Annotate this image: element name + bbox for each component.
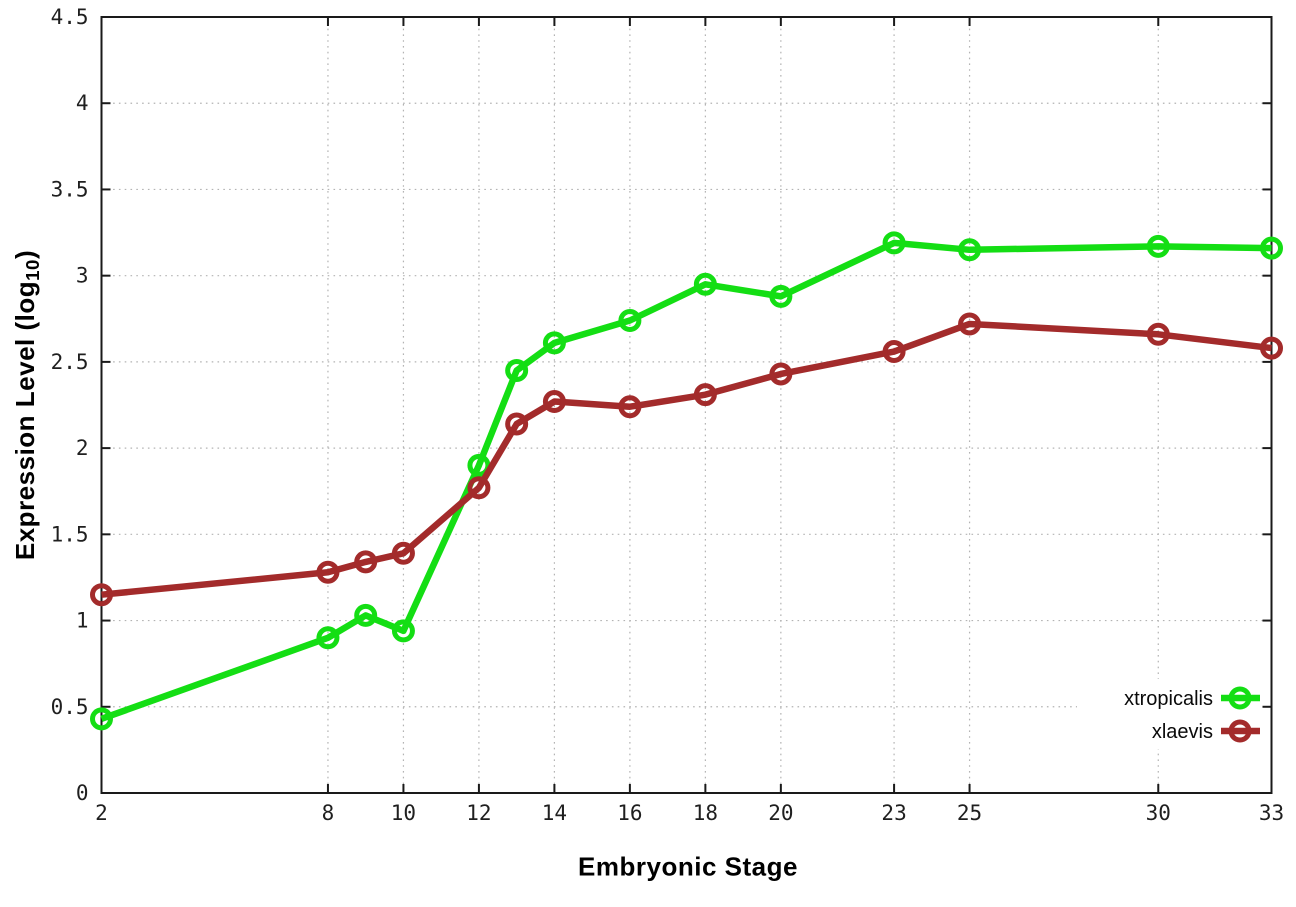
marker-xlaevis xyxy=(1146,322,1170,346)
x-tick-label: 14 xyxy=(542,801,567,825)
series-line-xlaevis xyxy=(101,320,1272,598)
marker-xtropicalis xyxy=(354,603,378,627)
x-tick-label: 16 xyxy=(617,801,642,825)
y-tick-label: 1 xyxy=(76,609,89,633)
y-tick-label: 3.5 xyxy=(51,177,89,201)
marker-xlaevis xyxy=(693,383,717,407)
marker-xlaevis xyxy=(316,560,340,584)
marker-xtropicalis xyxy=(316,626,340,650)
marker-xlaevis xyxy=(354,550,378,574)
marker-xlaevis xyxy=(882,340,906,364)
marker-xtropicalis xyxy=(542,331,566,355)
marker-xtropicalis xyxy=(467,453,491,477)
marker-xlaevis xyxy=(769,362,793,386)
x-tick-label: 18 xyxy=(693,801,718,825)
marker-xtropicalis xyxy=(391,619,415,643)
y-tick-label: 4.5 xyxy=(51,5,89,29)
legend-marker-xtropicalis xyxy=(1228,686,1252,710)
x-tick-label: 33 xyxy=(1259,801,1284,825)
marker-xtropicalis xyxy=(90,707,113,731)
y-tick-label: 0.5 xyxy=(51,695,89,719)
legend-marker-xlaevis xyxy=(1228,719,1252,743)
x-tick-label: 12 xyxy=(466,801,491,825)
marker-xtropicalis xyxy=(1260,236,1283,260)
marker-xlaevis xyxy=(505,412,529,436)
marker-xlaevis xyxy=(958,312,982,336)
marker-xtropicalis xyxy=(1146,234,1170,258)
marker-xtropicalis xyxy=(958,238,982,262)
x-tick-label: 23 xyxy=(881,801,906,825)
x-tick-label: 8 xyxy=(322,801,335,825)
x-axis-title: Embryonic Stage xyxy=(578,851,798,882)
y-axis-title: Expression Level (log10) xyxy=(10,250,44,560)
y-tick-label: 1.5 xyxy=(51,522,89,546)
legend-label-xtropicalis: xtropicalis xyxy=(1124,688,1213,710)
marker-xlaevis xyxy=(90,583,113,607)
x-tick-label: 25 xyxy=(957,801,982,825)
y-axis-title-subscript: 10 xyxy=(22,259,44,281)
y-tick-label: 3 xyxy=(76,264,89,288)
marker-xlaevis xyxy=(391,541,415,565)
marker-xtropicalis xyxy=(769,284,793,308)
x-tick-label: 10 xyxy=(391,801,416,825)
x-tick-label: 30 xyxy=(1146,801,1171,825)
x-tick-label: 20 xyxy=(768,801,793,825)
series-line-xtropicalis xyxy=(100,239,1272,722)
y-tick-label: 4 xyxy=(76,91,89,115)
marker-xtropicalis xyxy=(882,231,906,255)
marker-xlaevis xyxy=(618,395,642,419)
legend-label-xlaevis: xlaevis xyxy=(1152,721,1213,743)
marker-xlaevis xyxy=(1260,336,1283,360)
marker-xlaevis xyxy=(467,476,491,500)
x-tick-label: 2 xyxy=(95,801,108,825)
marker-xtropicalis xyxy=(505,359,529,383)
y-axis-title-suffix: ) xyxy=(9,249,40,260)
marker-xtropicalis xyxy=(693,272,717,296)
y-axis-title-text: Expression Level (log xyxy=(9,280,40,561)
marker-xtropicalis xyxy=(618,309,642,333)
marker-xlaevis xyxy=(542,390,566,414)
plot-border xyxy=(100,16,1273,794)
y-tick-label: 0 xyxy=(76,781,89,805)
y-tick-label: 2.5 xyxy=(51,350,89,374)
y-tick-label: 2 xyxy=(76,436,89,460)
